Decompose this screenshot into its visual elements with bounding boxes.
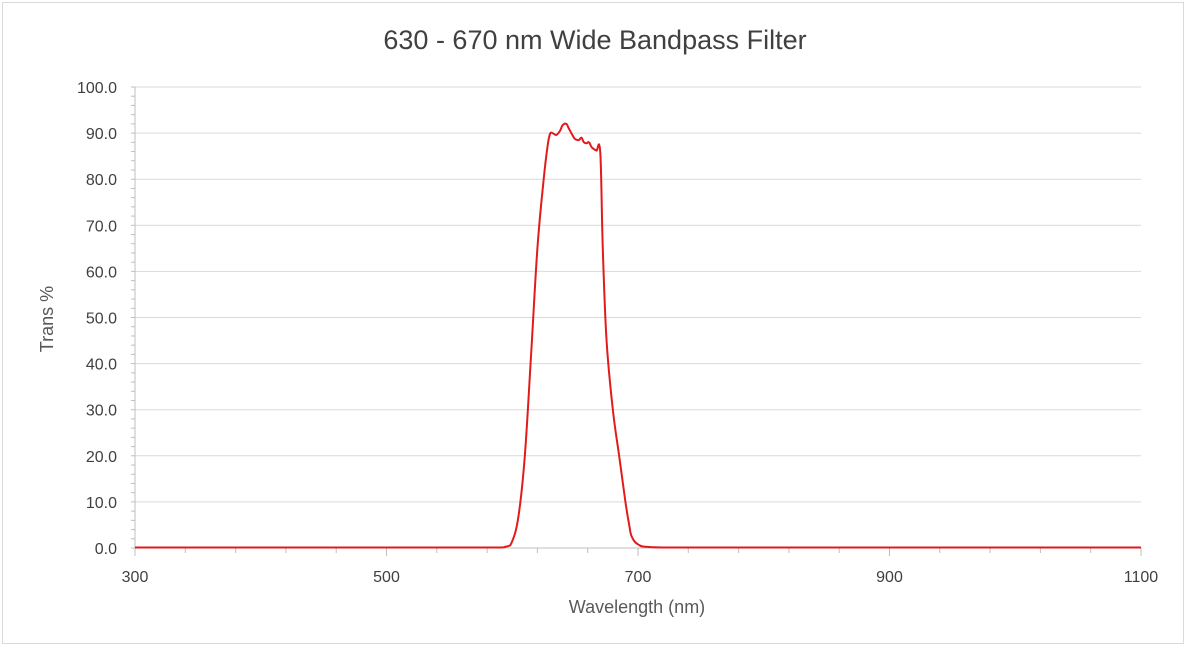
x-tick-label: 900 bbox=[876, 569, 903, 586]
y-tick-label: 60.0 bbox=[86, 264, 117, 281]
x-tick-label: 1100 bbox=[1124, 569, 1159, 586]
x-tick-label: 500 bbox=[373, 569, 400, 586]
chart-title: 630 - 670 nm Wide Bandpass Filter bbox=[383, 25, 806, 55]
chart-canvas: 630 - 670 nm Wide Bandpass Filter 0.0 10.… bbox=[37, 25, 1159, 617]
gridlines bbox=[135, 86, 1141, 503]
x-tick-labels: 300 500 700 900 1100 bbox=[122, 569, 1159, 586]
y-tick-label: 100.0 bbox=[77, 80, 117, 97]
y-tick-label: 90.0 bbox=[86, 126, 117, 143]
y-tick-label: 20.0 bbox=[86, 449, 117, 466]
y-tick-label: 30.0 bbox=[86, 403, 117, 420]
x-tick-label: 700 bbox=[625, 569, 652, 586]
x-tick-label: 300 bbox=[122, 569, 149, 586]
y-tick-label: 70.0 bbox=[86, 218, 117, 235]
y-tick-label: 10.0 bbox=[86, 495, 117, 512]
y-tick-label: 80.0 bbox=[86, 172, 117, 189]
axes bbox=[131, 86, 1142, 556]
x-axis-title: Wavelength (nm) bbox=[569, 597, 705, 617]
y-tick-label: 0.0 bbox=[95, 541, 117, 558]
transmission-line bbox=[134, 122, 1141, 549]
y-tick-label: 50.0 bbox=[86, 311, 117, 328]
y-tick-labels: 0.0 10.0 20.0 30.0 40.0 50.0 60.0 70.0 80.0 90.0 1… bbox=[77, 80, 117, 558]
series-layer bbox=[134, 122, 1141, 549]
y-axis-title: Trans % bbox=[37, 286, 57, 352]
y-tick-label: 40.0 bbox=[86, 357, 117, 374]
